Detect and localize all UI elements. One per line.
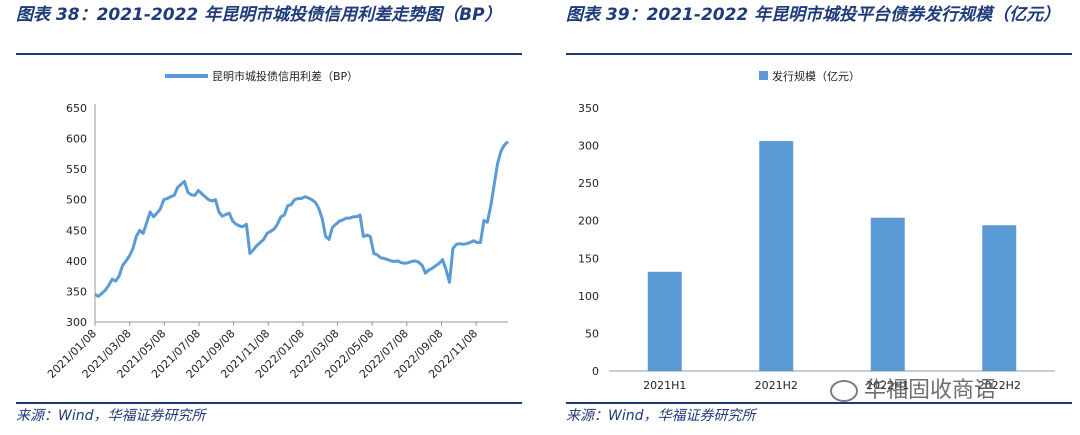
watermark-text: 华福固收商语 [864,378,997,403]
watermark: 华福固收商语 [830,372,996,404]
legend-label: 发行规模（亿元） [772,69,860,83]
y-tick-label: 200 [578,215,599,228]
y-tick-label: 300 [66,316,87,329]
title-divider [16,53,522,55]
y-tick-label: 250 [578,177,599,190]
bar [982,225,1017,371]
source-divider [566,402,1072,404]
source-note: 来源：Wind，华福证券研究所 [16,408,206,424]
y-tick-label: 50 [585,327,599,340]
line-chart: 3003504004505005506006502021/01/082021/0… [45,69,510,381]
bar [870,217,905,371]
bar [647,271,682,371]
left-chart-panel: 图表 38：2021-2022 年昆明市城投债信用利差走势图（BP） 300 35… [0,0,530,435]
y-tick-label: 350 [66,285,87,298]
wechat-icon [830,380,858,402]
y-tick-label: 650 [66,102,87,115]
source-note: 来源：Wind，华福证券研究所 [566,408,756,424]
y-tick-label: 450 [66,224,87,237]
y-tick-label: 400 [66,255,87,268]
right-chart-panel: 图表 39：2021-2022 年昆明市城投平台债券发行规模（亿元） 0 50 10… [550,0,1080,435]
y-tick-label: 550 [66,163,87,176]
title-divider [566,53,1072,55]
bar [759,141,794,371]
bar-chart: 0 50 100 150 200 250 300 350 2021H1 2021H2 2022H1 2… [578,69,1055,392]
y-tick-label: 350 [578,102,599,115]
y-tick-label: 500 [66,194,87,207]
x-tick-label: 2022H1 [866,379,909,392]
x-tick-label: 2021H1 [643,379,686,392]
x-tick-label: 2022H2 [978,379,1021,392]
legend-label: 昆明市城投债信用利差（BP） [212,69,358,83]
y-tick-label: 600 [66,133,87,146]
x-tick-label: 2021H2 [755,379,798,392]
y-tick-label: 0 [592,365,599,378]
y-tick-label: 300 [578,140,599,153]
y-tick-label: 150 [578,252,599,265]
source-divider [16,402,522,404]
chart-title: 图表 38：2021-2022 年昆明市城投债信用利差走势图（BP） [16,5,502,25]
legend-swatch [759,71,768,80]
series-line [94,140,510,298]
y-tick-label: 100 [578,290,599,303]
chart-title: 图表 39：2021-2022 年昆明市城投平台债券发行规模（亿元） [566,5,1061,25]
